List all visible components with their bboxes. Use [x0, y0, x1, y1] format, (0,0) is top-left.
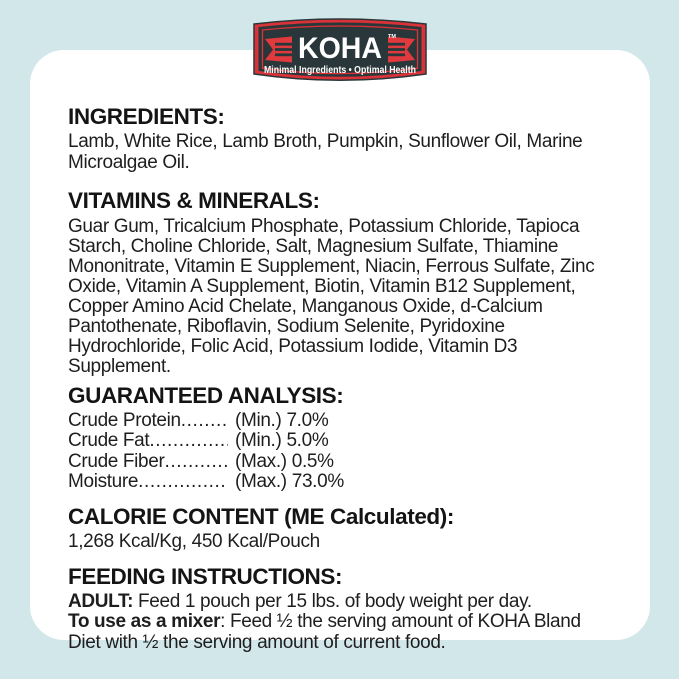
section-feeding-instructions: FEEDING INSTRUCTIONS: ADULT: Feed 1 pouc…	[68, 563, 614, 654]
analysis-qualifier: (Min.)	[235, 430, 282, 452]
feeding-adult-line: ADULT: Feed 1 pouch per 15 lbs. of body …	[68, 590, 614, 613]
analysis-label: Crude Fat	[68, 430, 150, 452]
table-row: Crude Protein (Min.) 7.0%	[68, 409, 614, 432]
section-vitamins-minerals: VITAMINS & MINERALS: Guar Gum, Tricalciu…	[68, 188, 614, 377]
label-card: INGREDIENTS: Lamb, White Rice, Lamb Brot…	[30, 50, 650, 653]
analysis-qualifier: (Min.)	[235, 409, 282, 431]
analysis-value: 0.5%	[291, 450, 334, 472]
logo-inner-panel	[258, 22, 421, 77]
koha-logo-badge: KOHA TM Minimal Ingredients • Optimal He…	[252, 18, 427, 81]
feeding-mixer-line: To use as a mixer: Feed ½ the serving am…	[68, 612, 614, 653]
flag-right-icon	[387, 36, 415, 63]
logo-inner-hairline	[261, 25, 418, 75]
analysis-value: 7.0%	[286, 409, 329, 431]
koha-logo: KOHA TM Minimal Ingredients • Optimal He…	[251, 13, 429, 88]
table-row: Moisture (Max.) 73.0%	[68, 472, 614, 493]
vitamins-body: Guar Gum, Tricalcium Phosphate, Potassiu…	[68, 215, 595, 377]
guaranteed-analysis-heading: GUARANTEED ANALYSIS:	[68, 382, 344, 408]
feeding-adult-label: ADULT:	[68, 590, 134, 612]
analysis-value: 5.0%	[286, 430, 329, 452]
logo-tagline-text: Minimal Ingredients • Optimal Health	[264, 64, 416, 76]
section-calorie-content: CALORIE CONTENT (ME Calculated): 1,268 K…	[68, 503, 614, 553]
brand-name-text: KOHA	[298, 32, 382, 65]
dot-leader	[181, 411, 228, 432]
analysis-label: Crude Fiber	[68, 450, 165, 472]
calorie-content-body: 1,268 Kcal/Kg, 450 Kcal/Pouch	[68, 531, 320, 553]
section-guaranteed-analysis: GUARANTEED ANALYSIS: Crude Protein (Min.…	[68, 382, 614, 493]
feeding-instructions-heading: FEEDING INSTRUCTIONS:	[68, 563, 343, 589]
dot-leader	[149, 431, 228, 452]
ingredients-body: Lamb, White Rice, Lamb Broth, Pumpkin, S…	[68, 131, 583, 173]
table-row: Crude Fiber (Max.) 0.5%	[68, 450, 614, 473]
analysis-label: Crude Protein	[68, 409, 181, 431]
vitamins-heading: VITAMINS & MINERALS:	[68, 188, 320, 214]
ingredients-heading: INGREDIENTS:	[68, 104, 225, 129]
guaranteed-analysis-table: Crude Protein (Min.) 7.0% Crude Fat (Min…	[68, 409, 614, 493]
dot-leader	[138, 472, 228, 493]
calorie-content-heading: CALORIE CONTENT (ME Calculated):	[68, 503, 454, 529]
dot-leader	[164, 452, 228, 473]
analysis-label: Moisture	[68, 471, 139, 493]
analysis-qualifier: (Max.)	[235, 471, 287, 493]
analysis-value: 73.0%	[291, 471, 344, 493]
section-ingredients: INGREDIENTS: Lamb, White Rice, Lamb Brot…	[68, 104, 614, 173]
feeding-mixer-label: To use as a mixer	[68, 611, 221, 633]
analysis-qualifier: (Max.)	[235, 450, 287, 472]
table-row: Crude Fat (Min.) 5.0%	[68, 431, 614, 452]
feeding-mixer-text: : Feed ½ the serving amount of KOHA Blan…	[68, 611, 581, 653]
flag-left-icon	[264, 36, 292, 63]
feeding-adult-text: Feed 1 pouch per 15 lbs. of body weight …	[133, 590, 532, 612]
trademark-text: TM	[388, 34, 396, 40]
